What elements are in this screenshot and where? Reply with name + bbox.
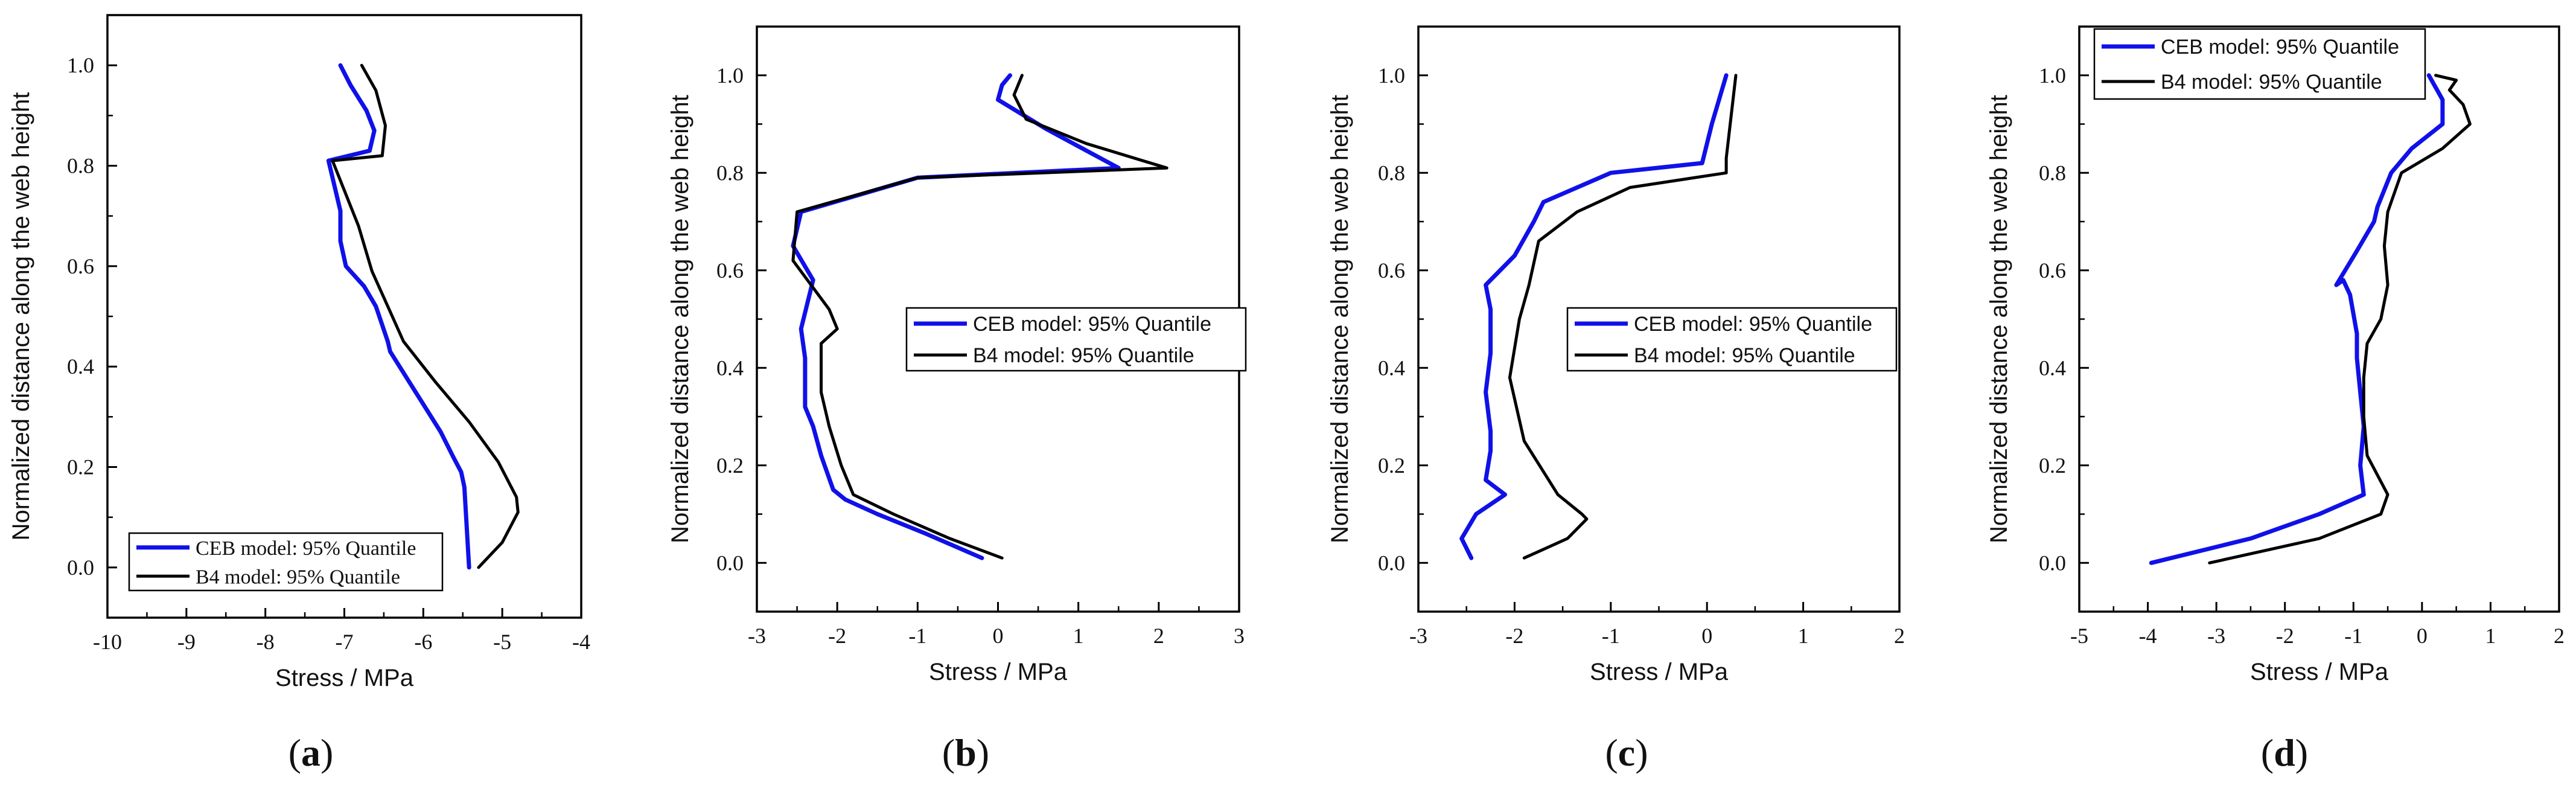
x-tick-label: 0: [2417, 624, 2428, 648]
b4-series-line: [331, 63, 520, 569]
x-tick-label: -2: [2276, 624, 2294, 648]
x-tick-label: -6: [414, 630, 432, 654]
legend-entry: CEB model: 95% Quantile: [196, 537, 416, 560]
y-tick-label: 0.8: [2039, 161, 2066, 185]
ceb-series-line: [2149, 73, 2445, 565]
y-tick-label: 0.0: [1378, 551, 1405, 575]
x-tick-label: -7: [336, 630, 354, 654]
b4-series-line: [791, 74, 1168, 560]
y-tick-label: 0.4: [67, 354, 94, 379]
x-axis-label: Stress / MPa: [929, 659, 1068, 685]
x-tick-label: -3: [2207, 624, 2225, 648]
x-axis-label: Stress / MPa: [275, 665, 414, 691]
b4-series-line: [2208, 74, 2472, 565]
x-tick-label: 3: [1234, 624, 1245, 648]
x-tick-label: 0: [993, 624, 1004, 648]
legend-entry: B4 model: 95% Quantile: [2161, 71, 2382, 94]
y-tick-label: 0.2: [67, 455, 94, 479]
y-axis-label: Normalized distance along the web height: [1327, 95, 1353, 543]
x-tick-label: -2: [1505, 624, 1523, 648]
x-tick-label: 0: [1701, 624, 1712, 648]
y-tick-label: 0.6: [1378, 258, 1405, 283]
y-tick-label: 0.2: [716, 453, 744, 478]
y-tick-label: 0.2: [2039, 453, 2066, 478]
y-tick-label: 0.8: [1378, 161, 1405, 185]
x-tick-label: -1: [1602, 624, 1620, 648]
legend-entry: CEB model: 95% Quantile: [973, 313, 1211, 336]
chart-panel-d: -5 -4 -3 -2 -1 0 1 2 0.0 0.2 0.4 0.6 0.8 1.0 Stress / …: [1986, 25, 2565, 774]
x-tick-label: -8: [257, 630, 275, 654]
legend-entry: CEB model: 95% Quantile: [2161, 36, 2399, 59]
y-tick-label: 0.0: [716, 551, 744, 575]
x-axis-label: Stress / MPa: [2250, 659, 2389, 685]
x-tick-label: -3: [748, 624, 766, 648]
y-tick-label: 0.8: [67, 154, 94, 178]
x-tick-label: -9: [177, 630, 196, 654]
panel-caption: (c): [1605, 731, 1648, 774]
x-axis-label: Stress / MPa: [1590, 659, 1729, 685]
y-tick-label: 1.0: [1378, 63, 1405, 88]
x-tick-label: -10: [93, 630, 122, 654]
ceb-series-line: [791, 73, 1121, 560]
x-tick-label: -2: [828, 624, 846, 648]
legend: CEB model: 95% Quantile B4 model: 95% Qua…: [1566, 307, 1898, 372]
x-tick-label: -3: [1409, 624, 1427, 648]
y-tick-label: 0.0: [2039, 551, 2066, 575]
y-tick-label: 0.6: [716, 258, 744, 283]
chart-panel-b: -3 -2 -1 0 1 2 3 0.0 0.2 0.4 0.6 0.8 1.0 Stress / MPa…: [667, 25, 1247, 774]
x-tick-label: -4: [572, 630, 590, 654]
y-tick-label: 0.4: [1378, 356, 1405, 380]
legend-entry: B4 model: 95% Quantile: [973, 344, 1194, 367]
x-tick-label: 2: [1153, 624, 1164, 648]
b4-series-line: [1508, 74, 1738, 560]
legend: CEB model: 95% Quantile B4 model: 95% Qua…: [2093, 28, 2426, 100]
x-tick-label: -5: [493, 630, 511, 654]
ceb-series-line: [326, 63, 471, 570]
panel-caption: (b): [942, 731, 989, 774]
legend-entry: B4 model: 95% Quantile: [1634, 344, 1855, 367]
x-tick-label: -4: [2139, 624, 2157, 648]
panel-caption: (d): [2261, 731, 2308, 774]
y-tick-label: 1.0: [716, 63, 744, 88]
y-tick-label: 1.0: [2039, 63, 2066, 88]
legend-box: [1566, 307, 1898, 372]
y-tick-label: 0.4: [2039, 356, 2066, 380]
ceb-series-line: [1459, 73, 1729, 560]
legend-box: [2093, 28, 2426, 100]
y-tick-label: 0.0: [67, 555, 94, 580]
legend-entry: B4 model: 95% Quantile: [196, 566, 400, 588]
y-tick-label: 0.6: [67, 254, 94, 278]
legend-box: [128, 532, 444, 592]
x-tick-label: 1: [1073, 624, 1084, 648]
y-tick-label: 1.0: [67, 53, 94, 77]
legend-box: [905, 307, 1247, 372]
y-axis-label: Normalized distance along the web height: [8, 92, 34, 541]
y-tick-label: 0.6: [2039, 258, 2066, 283]
y-tick-label: 0.4: [716, 356, 744, 380]
x-tick-label: -1: [2344, 624, 2362, 648]
legend: CEB model: 95% Quantile B4 model: 95% Qua…: [128, 532, 444, 592]
y-axis-label: Normalized distance along the web height: [667, 95, 693, 543]
x-tick-label: -1: [908, 624, 926, 648]
x-tick-label: 2: [1894, 624, 1905, 648]
y-axis-label: Normalized distance along the web height: [1986, 95, 2012, 543]
panel-caption: (a): [289, 731, 334, 774]
y-tick-label: 0.8: [716, 161, 744, 185]
chart-panel-c: -3 -2 -1 0 1 2 0.0 0.2 0.4 0.6 0.8 1.0 Stress / MPa N…: [1327, 25, 1905, 774]
chart-panel-a: -10 -9 -8 -7 -6 -5 -4 0.0 0.2 0.4 0.6 0.8 1.0 Stress …: [8, 14, 590, 774]
x-tick-label: 1: [1798, 624, 1809, 648]
legend: CEB model: 95% Quantile B4 model: 95% Qua…: [905, 307, 1247, 372]
x-tick-label: -5: [2070, 624, 2088, 648]
x-tick-label: 2: [2554, 624, 2565, 648]
plot-frame: [2078, 25, 2560, 613]
x-tick-label: 1: [2485, 624, 2496, 648]
legend-entry: CEB model: 95% Quantile: [1634, 313, 1872, 336]
y-tick-label: 0.2: [1378, 453, 1405, 478]
